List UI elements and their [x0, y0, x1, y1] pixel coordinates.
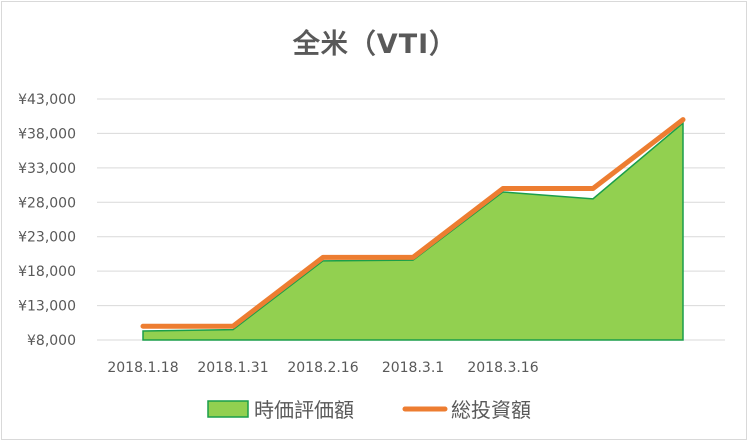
x-axis-tick-labels: 2018.1.18 2018.1.31 2018.2.16 2018.3.1 2018.… — [107, 360, 538, 376]
y-tick-label: ¥23,000 — [18, 230, 76, 246]
x-tick-label: 2018.3.16 — [467, 360, 538, 376]
x-tick-label: 2018.1.18 — [107, 360, 178, 376]
x-tick-label: 2018.1.31 — [197, 360, 268, 376]
plot-area — [140, 117, 686, 341]
y-tick-label: ¥38,000 — [18, 126, 76, 142]
y-axis-tick-labels: ¥8,000 ¥13,000 ¥18,000 ¥23,000 ¥28,000 ¥33,00… — [18, 92, 76, 349]
legend-swatch-market-value — [207, 400, 249, 418]
y-tick-label: ¥13,000 — [18, 299, 76, 315]
y-tick-label: ¥28,000 — [18, 195, 76, 211]
legend-label-total-investment: 総投資額 — [451, 398, 531, 422]
y-tick-label: ¥33,000 — [18, 161, 76, 177]
line-series-total-investment — [140, 117, 686, 329]
y-tick-label: ¥8,000 — [27, 333, 76, 349]
chart-title: 全米（VTI） — [292, 29, 458, 60]
y-tick-label: ¥43,000 — [18, 92, 76, 108]
x-tick-label: 2018.3.1 — [382, 360, 444, 376]
legend: 時価評価額 総投資額 — [207, 398, 531, 422]
area-series-market-value — [142, 121, 684, 341]
x-tick-label: 2018.2.16 — [287, 360, 358, 376]
y-tick-label: ¥18,000 — [18, 264, 76, 280]
legend-label-market-value: 時価評価額 — [254, 398, 354, 422]
